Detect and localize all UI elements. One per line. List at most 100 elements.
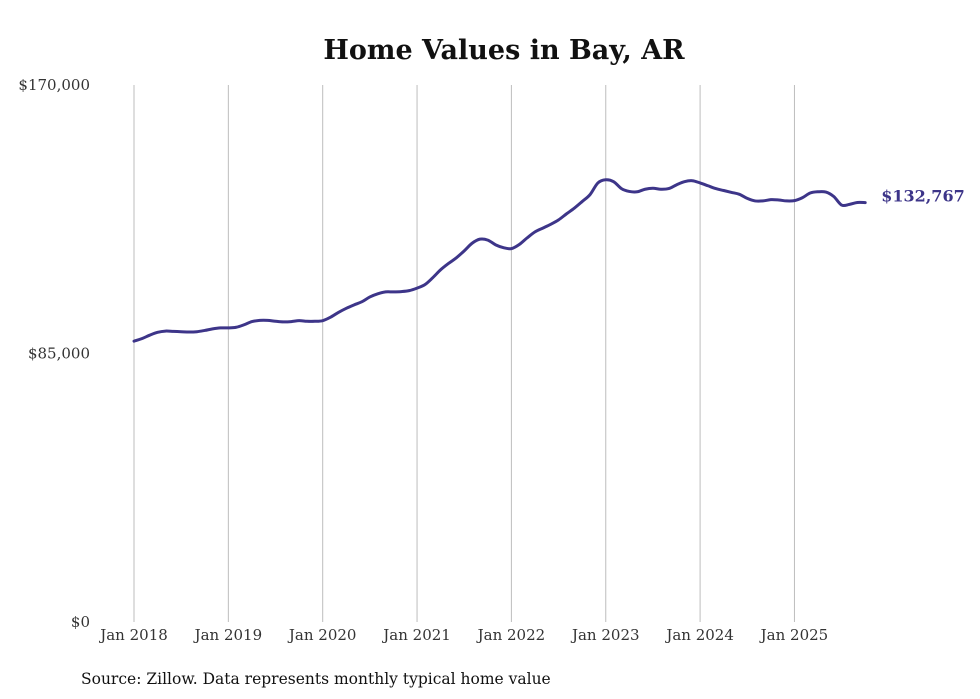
data-point-2024-11 bbox=[777, 198, 780, 201]
data-point-2020-06 bbox=[361, 300, 364, 303]
data-point-2020-11 bbox=[400, 290, 403, 293]
data-point-2021-06 bbox=[455, 256, 458, 259]
data-point-2019-07 bbox=[274, 320, 277, 323]
data-point-2023-09 bbox=[667, 187, 670, 190]
data-point-2021-07 bbox=[463, 249, 466, 252]
data-point-2020-12 bbox=[408, 289, 411, 292]
data-point-2022-03 bbox=[526, 236, 529, 239]
x-tick-label: Jan 2024 bbox=[664, 626, 734, 644]
data-point-2018-03 bbox=[148, 334, 151, 337]
source-note: Source: Zillow. Data represents monthly … bbox=[81, 670, 551, 688]
x-axis: Jan 2018 Jan 2019 Jan 2020 Jan 2021 Jan 2022… bbox=[98, 626, 828, 644]
data-point-2021-08 bbox=[471, 242, 474, 245]
y-tick-label: $85,000 bbox=[28, 345, 90, 363]
x-tick-label: Jan 2019 bbox=[193, 626, 263, 644]
data-point-2020-10 bbox=[392, 290, 395, 293]
data-point-2024-07 bbox=[746, 197, 749, 200]
data-point-2022-06 bbox=[549, 223, 552, 226]
y-tick-label: $170,000 bbox=[18, 76, 90, 94]
data-point-2024-05 bbox=[730, 191, 733, 194]
data-point-2024-03 bbox=[714, 187, 717, 190]
data-point-2025-05 bbox=[824, 191, 827, 194]
data-point-2019-05 bbox=[258, 319, 261, 322]
data-point-2018-04 bbox=[156, 331, 159, 334]
x-tick-label: Jan 2020 bbox=[287, 626, 357, 644]
data-point-2019-03 bbox=[243, 323, 246, 326]
data-point-2019-10 bbox=[298, 319, 301, 322]
data-point-2020-04 bbox=[345, 307, 348, 310]
data-point-2025-06 bbox=[832, 195, 835, 198]
data-point-2023-02 bbox=[612, 180, 615, 183]
data-point-2021-03 bbox=[431, 276, 434, 279]
gridlines bbox=[133, 85, 795, 622]
data-point-2018-09 bbox=[195, 330, 198, 333]
data-point-2024-09 bbox=[762, 199, 765, 202]
data-point-2019-01 bbox=[227, 326, 230, 329]
data-point-2025-08 bbox=[848, 203, 851, 206]
data-point-2019-09 bbox=[290, 320, 293, 323]
data-point-2019-11 bbox=[305, 320, 308, 323]
data-point-2018-11 bbox=[211, 327, 214, 330]
data-point-2023-11 bbox=[683, 180, 686, 183]
data-point-2020-08 bbox=[376, 292, 379, 295]
data-point-2024-12 bbox=[785, 199, 788, 202]
data-point-2021-01 bbox=[416, 287, 419, 290]
data-point-2021-05 bbox=[447, 262, 450, 265]
data-point-2025-02 bbox=[801, 196, 804, 199]
data-point-2023-06 bbox=[644, 188, 647, 191]
data-point-2024-06 bbox=[738, 193, 741, 196]
data-point-2023-04 bbox=[628, 190, 631, 193]
data-point-2022-10 bbox=[581, 200, 584, 203]
data-point-2025-07 bbox=[840, 204, 843, 207]
data-point-2021-09 bbox=[478, 238, 481, 241]
data-point-2018-07 bbox=[180, 330, 183, 333]
end-value-label: $132,767 bbox=[881, 187, 965, 206]
data-point-2023-03 bbox=[620, 187, 623, 190]
data-point-2018-12 bbox=[219, 326, 222, 329]
x-tick-label: Jan 2022 bbox=[476, 626, 546, 644]
data-point-2022-04 bbox=[533, 230, 536, 233]
data-point-2023-05 bbox=[636, 190, 639, 193]
data-point-2021-11 bbox=[494, 243, 497, 246]
data-point-2025-01 bbox=[793, 199, 796, 202]
data-point-2023-01 bbox=[604, 178, 607, 181]
series-line bbox=[132, 178, 867, 343]
chart-title: Home Values in Bay, AR bbox=[323, 35, 685, 66]
data-point-2022-12 bbox=[596, 181, 599, 184]
data-point-2024-04 bbox=[722, 189, 725, 192]
data-point-2025-09 bbox=[856, 201, 859, 204]
data-point-2024-08 bbox=[754, 199, 757, 202]
data-point-2023-10 bbox=[675, 183, 678, 186]
x-tick-label: Jan 2025 bbox=[759, 626, 829, 644]
data-point-2018-08 bbox=[188, 331, 191, 334]
data-point-2019-06 bbox=[266, 319, 269, 322]
x-tick-label: Jan 2021 bbox=[381, 626, 451, 644]
data-point-2020-09 bbox=[384, 290, 387, 293]
y-tick-label: $0 bbox=[71, 613, 90, 631]
data-point-2018-01 bbox=[133, 340, 136, 343]
data-point-2019-12 bbox=[313, 320, 316, 323]
data-point-2025-10 bbox=[864, 201, 867, 204]
data-point-2022-07 bbox=[557, 218, 560, 221]
x-tick-label: Jan 2023 bbox=[570, 626, 640, 644]
data-point-2021-12 bbox=[502, 246, 505, 249]
data-point-2019-04 bbox=[250, 320, 253, 323]
data-point-2020-02 bbox=[329, 316, 332, 319]
data-point-2023-08 bbox=[659, 188, 662, 191]
x-tick-label: Jan 2018 bbox=[98, 626, 168, 644]
data-point-2018-02 bbox=[140, 337, 143, 340]
data-point-2018-06 bbox=[172, 330, 175, 333]
data-point-2018-05 bbox=[164, 330, 167, 333]
data-point-2024-10 bbox=[769, 198, 772, 201]
data-point-2023-12 bbox=[691, 179, 694, 182]
data-point-2022-08 bbox=[565, 212, 568, 215]
y-axis: $0 $85,000 $170,000 bbox=[18, 76, 90, 631]
data-point-2020-03 bbox=[337, 311, 340, 314]
data-point-2021-10 bbox=[486, 239, 489, 242]
data-point-2022-11 bbox=[589, 193, 592, 196]
data-point-2022-09 bbox=[573, 207, 576, 210]
data-point-2020-01 bbox=[321, 319, 324, 322]
data-point-2022-01 bbox=[510, 247, 513, 250]
data-point-2022-02 bbox=[518, 243, 521, 246]
